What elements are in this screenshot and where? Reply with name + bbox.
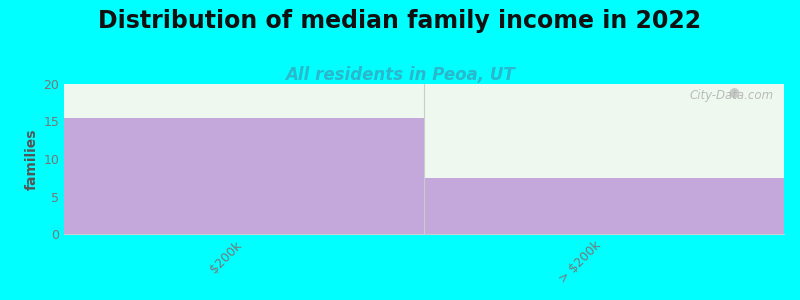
Text: Distribution of median family income in 2022: Distribution of median family income in …: [98, 9, 702, 33]
Text: City-Data.com: City-Data.com: [689, 88, 773, 101]
Bar: [424, 178, 784, 234]
Y-axis label: families: families: [25, 128, 39, 190]
Text: ⬤: ⬤: [729, 88, 739, 98]
Bar: [64, 118, 424, 234]
Text: All residents in Peoa, UT: All residents in Peoa, UT: [285, 66, 515, 84]
